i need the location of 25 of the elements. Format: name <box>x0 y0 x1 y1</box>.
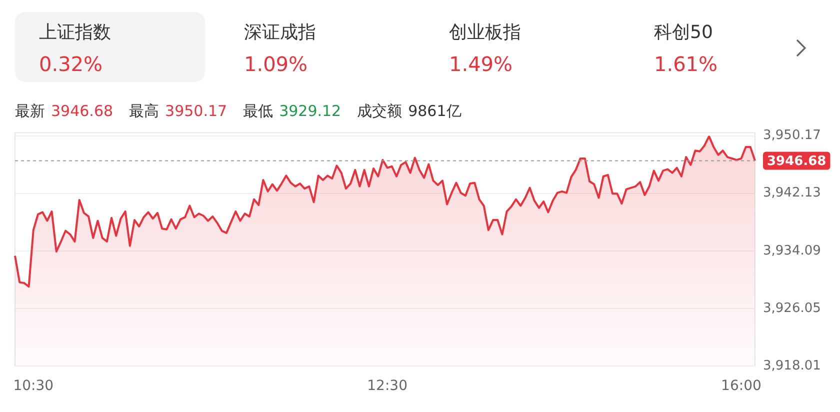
text: 上证指数 <box>39 21 111 44</box>
x-tick-label: 12:30 <box>367 378 408 394</box>
ref-line-label: 3946.68 <box>767 154 826 170</box>
x-tick-label: 16:00 <box>721 378 762 394</box>
text: 0.32% <box>39 52 103 76</box>
text: 深证成指 <box>244 21 316 44</box>
text: 科创50 <box>654 21 713 44</box>
y-tick-label: 3,950.17 <box>763 128 821 144</box>
text: 3946.68 <box>51 102 114 120</box>
text: 1.49% <box>449 52 513 76</box>
text: 3950.17 <box>165 102 228 120</box>
text: 1.61% <box>654 52 718 76</box>
text: 1.09% <box>244 52 308 76</box>
y-tick-label: 3,942.13 <box>763 186 821 201</box>
text: 创业板指 <box>449 21 521 44</box>
y-tick-label: 3,918.01 <box>763 358 821 374</box>
y-tick-label: 3,934.09 <box>763 243 821 258</box>
text: 9861亿 <box>408 102 462 120</box>
text: 成交额 <box>357 102 402 120</box>
text: 最新 <box>15 102 45 120</box>
x-tick-label: 10:30 <box>13 378 54 394</box>
text: 最高 <box>129 102 160 120</box>
text: 最低 <box>243 102 274 120</box>
text: 3929.12 <box>279 102 342 120</box>
y-tick-label: 3,926.05 <box>763 300 821 316</box>
